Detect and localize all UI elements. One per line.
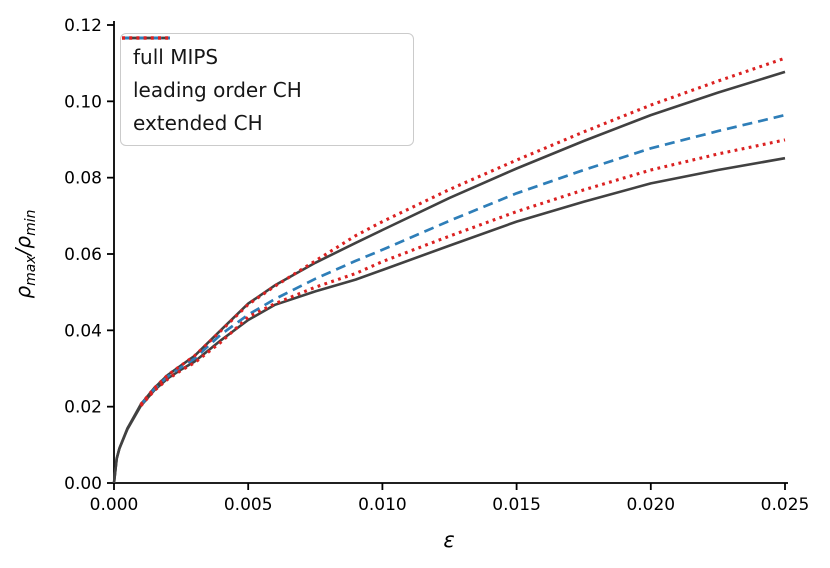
legend-label: extended CH bbox=[133, 110, 263, 135]
x-tick-label: 0.020 bbox=[626, 495, 675, 515]
x-tick-label: 0.000 bbox=[90, 495, 139, 515]
legend-item-extended-ch: extended CH bbox=[122, 36, 413, 135]
ylabel-sub-min: min bbox=[23, 209, 39, 236]
legend: full MIPS leading order CH extended CH bbox=[120, 33, 414, 146]
curve-extended-ch-lower bbox=[139, 138, 786, 407]
curve-extended-ch-upper bbox=[139, 56, 786, 406]
x-axis-label: ε bbox=[443, 528, 455, 552]
y-tick-label: 0.04 bbox=[64, 321, 102, 341]
x-tick-label: 0.015 bbox=[492, 495, 541, 515]
x-tick-label: 0.025 bbox=[761, 495, 810, 515]
y-tick-label: 0.12 bbox=[64, 16, 102, 36]
legend-item-full-mips: full MIPS bbox=[122, 36, 413, 69]
x-tick-label: 0.005 bbox=[224, 495, 273, 515]
curve-leading-order-ch bbox=[139, 113, 786, 406]
y-tick-label: 0.06 bbox=[64, 245, 102, 265]
ylabel-rho-min: ρ bbox=[11, 235, 35, 249]
legend-item-leading-order-ch: leading order CH bbox=[122, 36, 413, 102]
dotted-line-icon bbox=[122, 36, 170, 40]
curve-full-mips-lower bbox=[112, 156, 786, 484]
y-tick-label: 0.10 bbox=[64, 92, 102, 112]
ylabel-sub-max: max bbox=[23, 255, 39, 286]
legend-label: leading order CH bbox=[133, 77, 302, 102]
legend-label: full MIPS bbox=[133, 44, 219, 69]
ylabel-slash: / bbox=[11, 248, 35, 256]
y-axis-label: ρmax/ρmin bbox=[11, 209, 39, 298]
x-tick-label: 0.010 bbox=[358, 495, 407, 515]
y-tick-label: 0.08 bbox=[64, 169, 102, 189]
ylabel-rho-max: ρ bbox=[11, 285, 35, 299]
y-tick-label: 0.02 bbox=[64, 398, 102, 418]
y-tick-label: 0.00 bbox=[64, 474, 102, 494]
